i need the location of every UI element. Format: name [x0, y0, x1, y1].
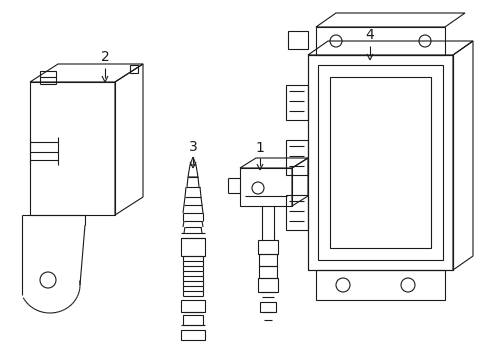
Text: 4: 4: [365, 28, 374, 42]
Text: 1: 1: [255, 141, 264, 155]
Text: 3: 3: [188, 140, 197, 154]
Text: 2: 2: [101, 50, 109, 64]
Polygon shape: [307, 55, 452, 270]
